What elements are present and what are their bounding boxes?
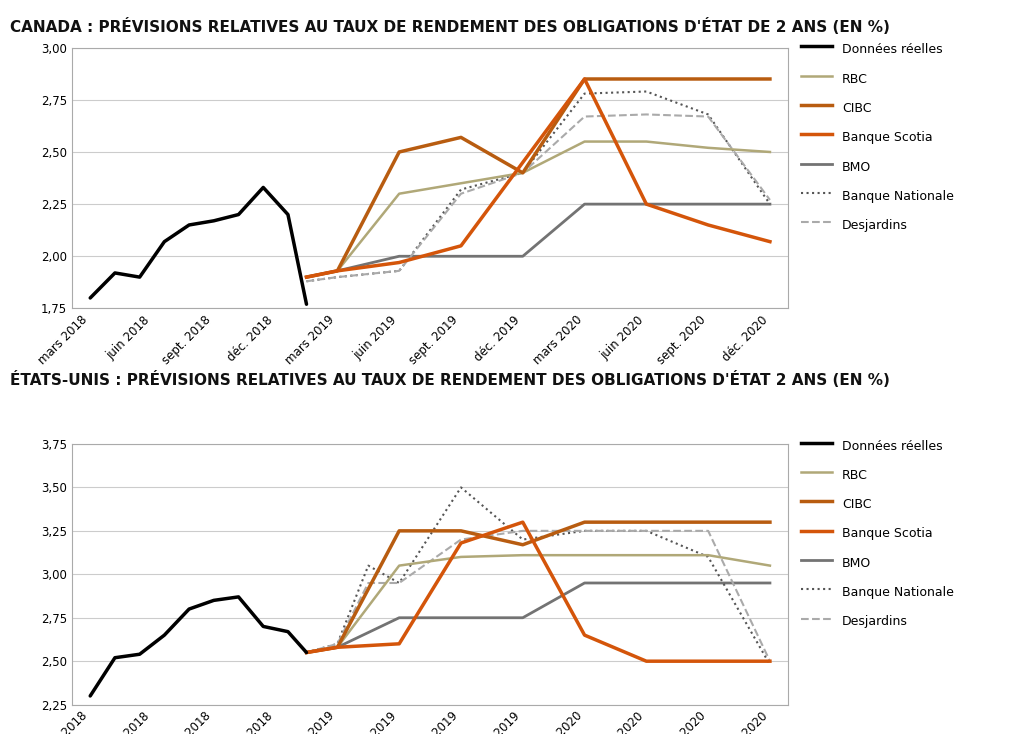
- Legend: Données réelles, RBC, CIBC, Banque Scotia, BMO, Banque Nationale, Desjardins: Données réelles, RBC, CIBC, Banque Scoti…: [796, 34, 958, 240]
- Text: ÉTATS-UNIS : PRÉVISIONS RELATIVES AU TAUX DE RENDEMENT DES OBLIGATIONS D'ÉTAT 2 : ÉTATS-UNIS : PRÉVISIONS RELATIVES AU TAU…: [10, 371, 890, 388]
- Text: CANADA : PRÉVISIONS RELATIVES AU TAUX DE RENDEMENT DES OBLIGATIONS D'ÉTAT DE 2 A: CANADA : PRÉVISIONS RELATIVES AU TAUX DE…: [10, 18, 890, 35]
- Legend: Données réelles, RBC, CIBC, Banque Scotia, BMO, Banque Nationale, Desjardins: Données réelles, RBC, CIBC, Banque Scoti…: [796, 431, 958, 636]
